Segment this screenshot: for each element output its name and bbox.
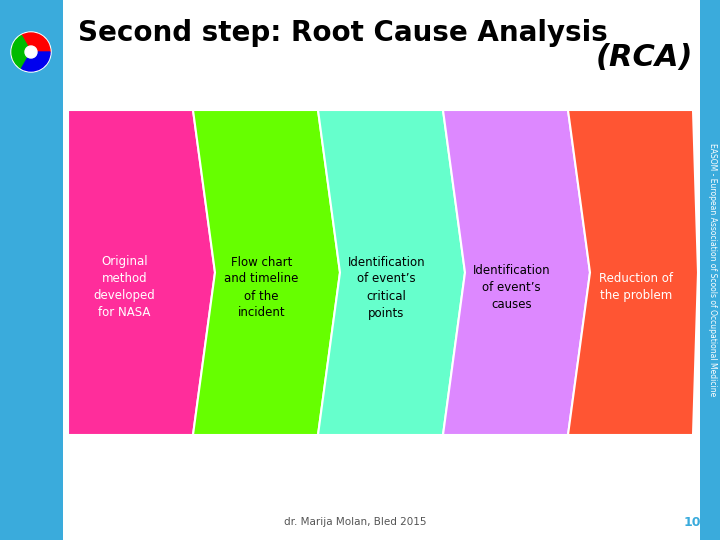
Text: Flow chart
and timeline
of the
incident: Flow chart and timeline of the incident	[224, 255, 299, 320]
Bar	[700, 0, 720, 540]
Text: EASOM - European Association of Scools of Occupational Medicine: EASOM - European Association of Scools o…	[708, 144, 716, 396]
Text: 10: 10	[683, 516, 701, 529]
Text: Reduction of
the problem: Reduction of the problem	[599, 273, 673, 302]
Text: (RCA): (RCA)	[595, 44, 693, 72]
Text: Identification
of event’s
causes: Identification of event’s causes	[472, 264, 550, 311]
Polygon shape	[568, 110, 698, 435]
Bar	[0, 0, 63, 540]
Text: Identification
of event’s
critical
points: Identification of event’s critical point…	[348, 255, 426, 320]
Circle shape	[25, 46, 37, 58]
Polygon shape	[318, 110, 465, 435]
Circle shape	[11, 32, 51, 72]
Wedge shape	[12, 36, 31, 69]
Text: dr. Marija Molan, Bled 2015: dr. Marija Molan, Bled 2015	[284, 517, 426, 527]
Text: Original
method
developed
for NASA: Original method developed for NASA	[94, 255, 155, 320]
Polygon shape	[193, 110, 340, 435]
Polygon shape	[68, 110, 215, 435]
Wedge shape	[22, 33, 50, 52]
Wedge shape	[22, 52, 50, 71]
Polygon shape	[443, 110, 590, 435]
Text: Second step: Root Cause Analysis: Second step: Root Cause Analysis	[78, 19, 608, 47]
